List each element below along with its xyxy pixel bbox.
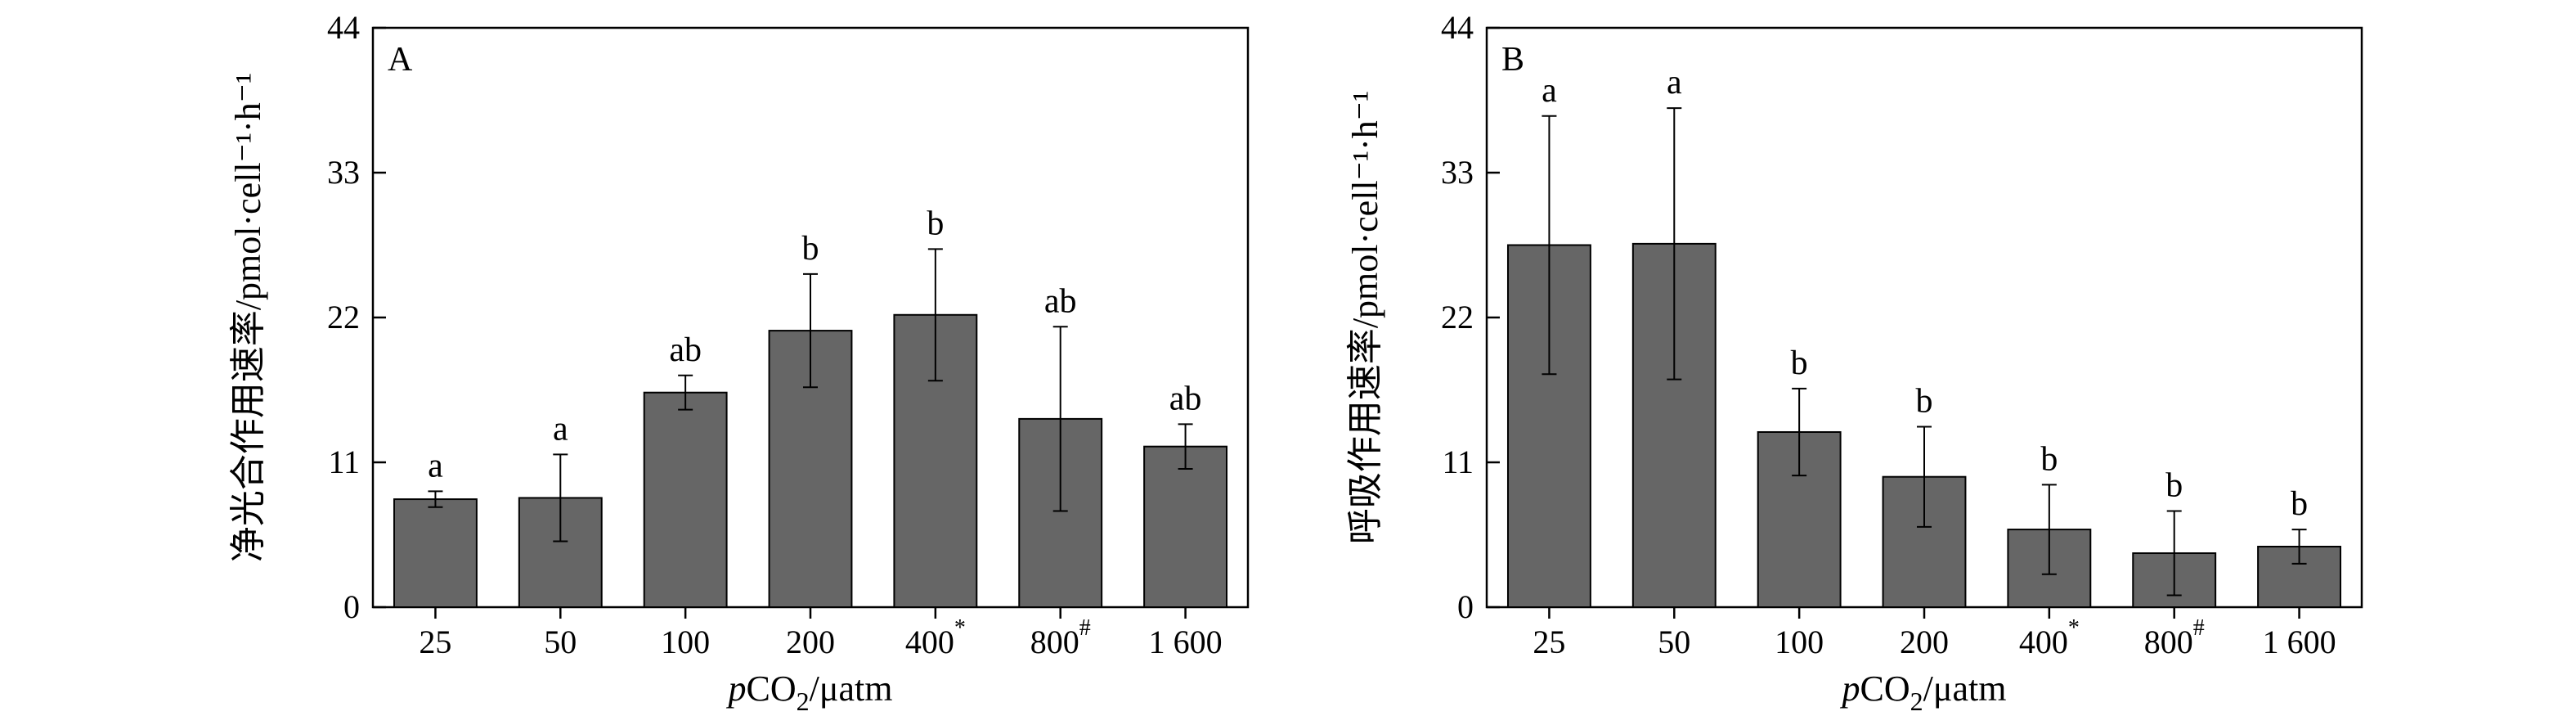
error-bar <box>1178 423 1193 471</box>
x-tick-label: 400* <box>2019 615 2080 660</box>
y-tick-label: 44 <box>1441 9 1474 46</box>
error-bar <box>1542 115 1557 376</box>
significance-label: b <box>802 230 819 268</box>
x-axis-title: pCO2/μatm <box>726 669 893 716</box>
error-bar <box>1052 326 1068 512</box>
significance-label: a <box>1542 72 1557 110</box>
y-axis-title: 净光合作用速率/pmol·cell⁻¹·h⁻¹ <box>228 73 268 562</box>
error-bar <box>927 248 943 382</box>
significance-label: ab <box>1044 282 1077 320</box>
chart-panel-a: 0 11 22 33 44 a 25 a 50 ab 100 b 200 b 400* ab 800# ab 1 6… <box>228 9 1250 716</box>
y-tick-label: 33 <box>327 154 360 191</box>
y-axis-title: 呼吸作用速率/pmol·cell⁻¹·h⁻¹ <box>1345 91 1385 544</box>
x-tick-label: 25 <box>1533 624 1565 660</box>
error-bar <box>1667 107 1682 381</box>
significance-label: b <box>1916 383 1933 421</box>
x-tick-label: 1 600 <box>2263 624 2336 660</box>
error-bar <box>553 453 568 543</box>
significance-label: ab <box>1169 380 1202 417</box>
x-tick-label: 100 <box>1775 624 1824 660</box>
significance-label: ab <box>669 331 702 369</box>
y-tick-label: 0 <box>343 588 360 625</box>
x-tick-label: 50 <box>544 624 577 660</box>
significance-label: a <box>428 447 443 484</box>
error-bar <box>2166 510 2182 597</box>
error-bar <box>2041 484 2057 575</box>
significance-label: a <box>553 410 568 448</box>
x-tick-label: 25 <box>419 624 451 660</box>
error-bar <box>678 374 693 411</box>
x-tick-label: 50 <box>1658 624 1690 660</box>
x-tick-label: 100 <box>661 624 710 660</box>
error-bar <box>1917 426 1932 528</box>
error-bar <box>803 272 818 389</box>
panel-label: B <box>1501 41 1524 79</box>
panel-label: A <box>388 41 413 79</box>
error-bar <box>1792 387 1807 477</box>
significance-label: b <box>2165 467 2183 505</box>
y-tick-label: 33 <box>1441 154 1474 191</box>
bar[interactable] <box>393 498 478 609</box>
x-tick-label: 200 <box>786 624 835 660</box>
x-tick-label: 800# <box>2144 615 2205 660</box>
bar[interactable] <box>1143 445 1228 609</box>
y-tick-label: 11 <box>328 444 360 480</box>
y-tick-label: 11 <box>1442 444 1474 480</box>
error-bar <box>2291 529 2307 565</box>
significance-label: b <box>1791 344 1808 382</box>
y-tick-label: 22 <box>327 299 360 335</box>
x-tick-label: 800# <box>1030 615 1091 660</box>
significance-label: b <box>2291 485 2308 523</box>
x-tick-label: 400* <box>905 615 966 660</box>
x-tick-label: 1 600 <box>1149 624 1223 660</box>
y-tick-label: 44 <box>327 9 360 46</box>
significance-label: a <box>1667 64 1682 101</box>
significance-label: b <box>927 205 944 242</box>
y-tick-label: 0 <box>1457 588 1474 625</box>
error-bar <box>428 490 443 508</box>
x-tick-label: 200 <box>1900 624 1949 660</box>
significance-label: b <box>2040 440 2058 478</box>
y-tick-label: 22 <box>1441 299 1474 335</box>
chart-panel-b: 0 11 22 33 44 a 25 a 50 b 100 b 200 b 400* b 800# b 1 600 B… <box>1345 9 2363 716</box>
x-axis-title: pCO2/μatm <box>1840 669 2007 716</box>
bar[interactable] <box>643 391 728 608</box>
